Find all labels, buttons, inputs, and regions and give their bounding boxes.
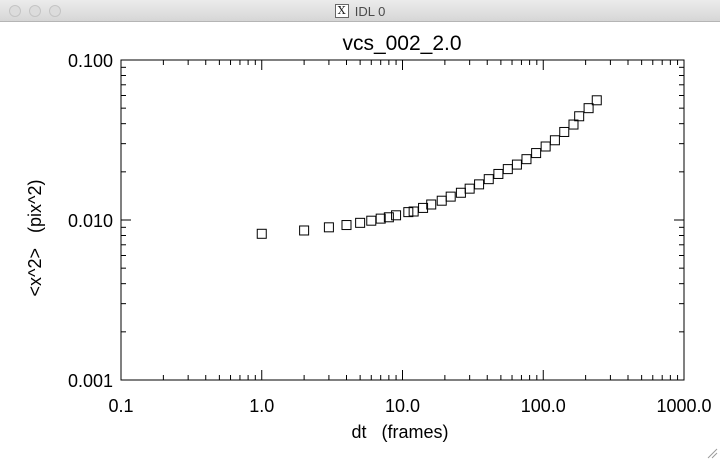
data-point <box>408 206 419 217</box>
x-axis-ticks <box>162 60 679 380</box>
minimize-button[interactable] <box>29 5 41 17</box>
y-tick-label: 0.010 <box>68 211 113 231</box>
data-point <box>559 126 570 137</box>
plot-frame <box>120 59 685 381</box>
window-title-group: X IDL 0 <box>0 0 720 22</box>
resize-grip-icon[interactable] <box>706 447 718 459</box>
data-point <box>591 95 602 106</box>
data-point <box>445 191 456 202</box>
chart-title: vcs_002_2.0 <box>342 32 461 55</box>
data-point <box>502 164 513 175</box>
data-point <box>383 212 394 223</box>
plot-area: vcs_002_2.0 0.1 1.0 10.0 100.0 1000.0 0.0010… <box>25 32 712 442</box>
data-point <box>403 207 414 218</box>
data-points <box>256 95 602 239</box>
data-point <box>426 199 437 210</box>
y-tick-label: 0.001 <box>68 371 113 391</box>
data-point <box>418 202 429 213</box>
data-point <box>474 179 485 190</box>
data-point <box>521 154 532 165</box>
data-point <box>531 148 542 159</box>
data-point <box>455 187 466 198</box>
data-point <box>549 135 560 146</box>
data-point <box>391 210 402 221</box>
window-titlebar[interactable]: X IDL 0 <box>0 0 720 22</box>
data-point <box>511 159 522 170</box>
data-point <box>375 213 386 224</box>
data-point <box>483 174 494 185</box>
x-axis-tick-labels: 0.1 1.0 10.0 100.0 1000.0 <box>108 396 711 416</box>
data-point <box>568 119 579 130</box>
y-tick-label: 0.100 <box>68 51 113 71</box>
x-tick-label: 1000.0 <box>656 396 711 416</box>
x11-icon: X <box>334 4 349 18</box>
data-point <box>256 228 267 239</box>
data-point <box>366 215 377 226</box>
maximize-button[interactable] <box>49 5 61 17</box>
data-point <box>323 222 334 233</box>
data-point <box>355 217 366 228</box>
data-point <box>574 111 585 122</box>
close-button[interactable] <box>9 5 21 17</box>
x-tick-label: 0.1 <box>108 396 133 416</box>
y-axis-label: <x^2> (pix^2) <box>25 180 45 297</box>
data-point <box>436 195 447 206</box>
x-tick-label: 100.0 <box>521 396 566 416</box>
data-point <box>299 225 310 236</box>
data-point <box>583 103 594 114</box>
y-axis-ticks <box>121 66 684 333</box>
x-tick-label: 10.0 <box>385 396 420 416</box>
x-tick-label: 1.0 <box>249 396 274 416</box>
data-point <box>540 141 551 152</box>
data-point <box>341 220 352 231</box>
data-point <box>464 183 475 194</box>
window-title: IDL 0 <box>354 3 386 19</box>
x-axis-label: dt (frames) <box>351 422 448 442</box>
y-axis-tick-labels: 0.001 0.010 0.100 <box>68 51 113 391</box>
data-point <box>493 168 504 179</box>
